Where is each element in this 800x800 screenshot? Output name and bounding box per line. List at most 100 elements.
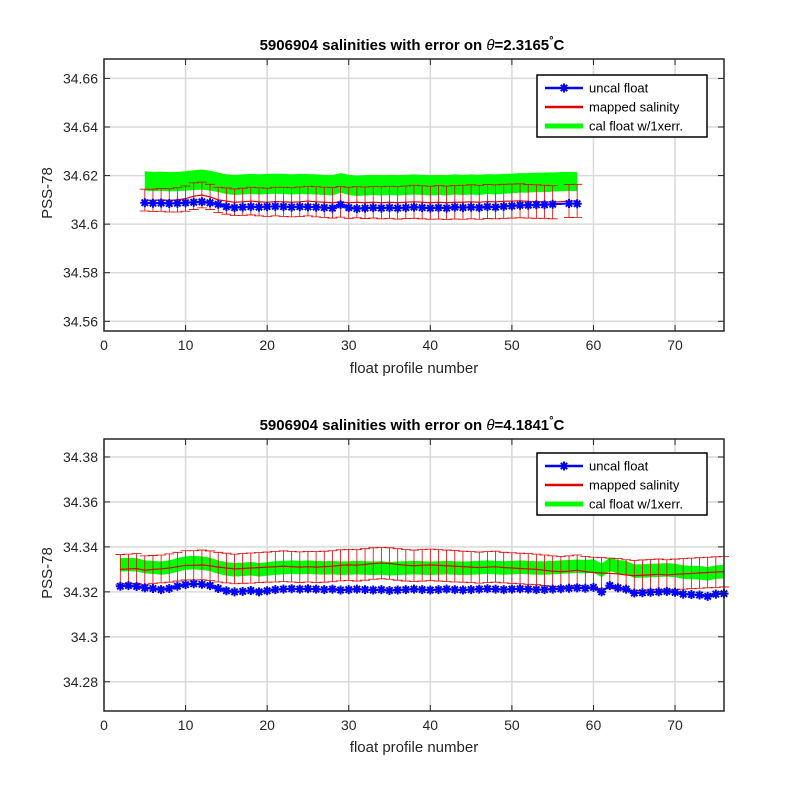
- x-tick-label: 30: [341, 337, 357, 353]
- uncal-float-point: [686, 590, 696, 600]
- uncal-float-point: [385, 203, 395, 213]
- uncal-float-point: [499, 585, 509, 595]
- mapped-salinity-line: [120, 562, 725, 577]
- uncal-float-point: [482, 584, 492, 594]
- uncal-float-point: [523, 584, 533, 594]
- y-tick-label: 34.28: [63, 674, 98, 690]
- uncal-float-point: [401, 203, 411, 213]
- uncal-float-point: [287, 202, 297, 212]
- y-tick-label: 34.58: [63, 265, 98, 281]
- uncal-float-point: [458, 585, 468, 595]
- uncal-float-point: [140, 583, 150, 593]
- uncal-float-point: [572, 199, 582, 209]
- uncal-float-point: [507, 201, 517, 211]
- uncal-float-point: [123, 581, 133, 591]
- uncal-float-point: [368, 585, 378, 595]
- x-tick-label: 20: [259, 717, 275, 733]
- cal-float-band: [144, 169, 578, 196]
- uncal-float-point: [695, 590, 705, 600]
- uncal-float-point: [703, 591, 713, 601]
- uncal-float-point: [523, 200, 533, 210]
- legend-entry-label: cal float w/1xerr.: [589, 119, 683, 134]
- y-axis-label: PSS-78: [39, 547, 56, 599]
- uncal-float-point: [393, 203, 403, 213]
- uncal-float-point: [711, 589, 721, 599]
- uncal-float-point: [572, 583, 582, 593]
- uncal-float-point: [164, 583, 174, 593]
- uncal-float-point: [205, 581, 215, 591]
- uncal-float-point: [197, 579, 207, 589]
- uncal-float-point: [385, 586, 395, 596]
- x-tick-label: 30: [341, 717, 357, 733]
- uncal-float-point: [433, 203, 443, 213]
- uncal-float-point: [670, 587, 680, 597]
- y-tick-label: 34.56: [63, 313, 98, 329]
- uncal-float-point: [181, 580, 191, 590]
- x-tick-label: 60: [586, 337, 602, 353]
- x-tick-label: 50: [504, 717, 520, 733]
- uncal-float-point: [376, 585, 386, 595]
- uncal-float-point: [344, 585, 354, 595]
- uncal-float-point: [540, 585, 550, 595]
- uncal-float-point: [270, 201, 280, 211]
- uncal-float-point: [662, 586, 672, 596]
- x-tick-label: 50: [504, 337, 520, 353]
- uncal-float-point: [482, 202, 492, 212]
- uncal-float-point: [597, 587, 607, 597]
- axes-box: [103, 58, 725, 332]
- uncal-float-point: [254, 587, 264, 597]
- uncal-float-point: [442, 584, 452, 594]
- uncal-float-point: [605, 581, 615, 591]
- uncal-float-point: [637, 588, 647, 598]
- uncal-float-point: [213, 199, 223, 209]
- uncal-float-point: [360, 585, 370, 595]
- uncal-float-point: [646, 587, 656, 597]
- uncal-float-point: [588, 582, 598, 592]
- y-tick-label: 34.3: [71, 629, 98, 645]
- x-tick-label: 40: [423, 717, 439, 733]
- uncal-float-point: [132, 581, 142, 591]
- y-tick-label: 34.32: [63, 584, 98, 600]
- uncal-float-point: [148, 583, 158, 593]
- y-tick-label: 34.36: [63, 494, 98, 510]
- uncal-float-point: [507, 584, 517, 594]
- uncal-float-point: [531, 585, 541, 595]
- uncal-float-point: [409, 202, 419, 212]
- uncal-float-point: [172, 198, 182, 208]
- uncal-float-point: [278, 202, 288, 212]
- uncal-float-point: [254, 202, 264, 212]
- uncal-float-point: [450, 585, 460, 595]
- uncal-float-point: [580, 583, 590, 593]
- uncal-float-point: [360, 203, 370, 213]
- uncal-float-point: [433, 585, 443, 595]
- uncal-float-point: [450, 202, 460, 212]
- uncal-float-point: [564, 199, 574, 208]
- uncal-float-point: [319, 203, 329, 213]
- uncal-float-point: [474, 584, 484, 594]
- y-axis-label: PSS-78: [39, 167, 56, 219]
- uncal-float-point: [409, 584, 419, 594]
- uncal-float-point: [499, 201, 509, 211]
- uncal-float-point: [344, 203, 354, 213]
- uncal-float-point: [515, 584, 525, 594]
- uncal-float-point: [205, 198, 215, 208]
- uncal-float-point: [140, 198, 150, 208]
- uncal-float-point: [458, 203, 468, 213]
- x-tick-label: 40: [423, 337, 439, 353]
- x-tick-label: 20: [259, 337, 275, 353]
- uncal-float-point: [156, 198, 166, 208]
- chart-title: 5906904 salinities with error on θ=2.316…: [260, 35, 565, 54]
- uncal-float-point: [295, 584, 305, 594]
- uncal-float-point: [303, 202, 313, 212]
- uncal-float-point: [238, 202, 248, 212]
- uncal-float-point: [303, 584, 313, 594]
- uncal-float-point: [613, 583, 623, 593]
- uncal-float-point: [531, 200, 541, 210]
- uncal-float-point: [172, 581, 182, 591]
- legend-entry-label: uncal float: [589, 459, 649, 474]
- legend: uncal float mapped salinity cal float w/1x…: [536, 74, 708, 138]
- x-tick-label: 70: [667, 337, 683, 353]
- uncal-float-point: [376, 203, 386, 213]
- y-tick-label: 34.64: [63, 119, 98, 135]
- chart-title: 5906904 salinities with error on θ=4.184…: [260, 415, 565, 434]
